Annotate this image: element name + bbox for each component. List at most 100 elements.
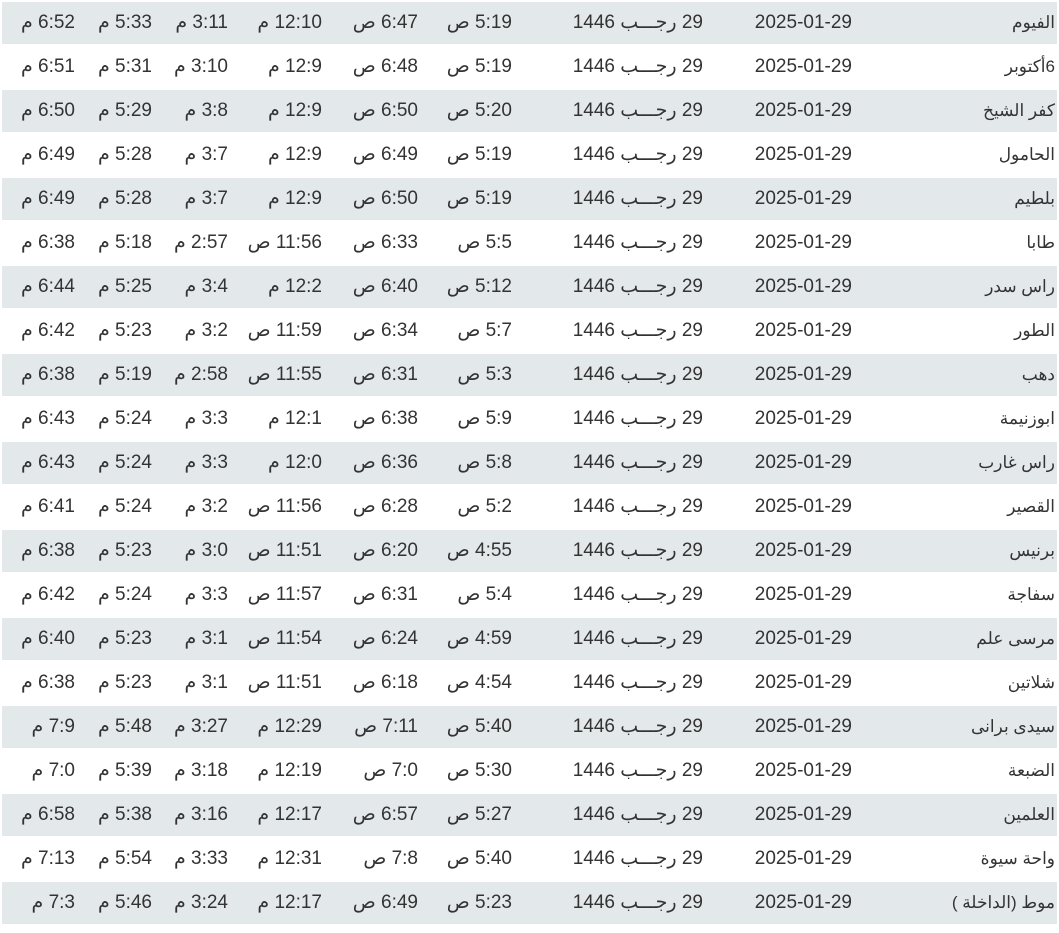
cell-hijri-date: 29 رجـــب 1446 [572,100,703,121]
cell-gregorian-date: 2025-01-29 [754,672,852,693]
cell-city: الفيوم [1012,13,1055,32]
cell-hijri-date: 29 رجـــب 1446 [572,188,703,209]
table-row: راس غارب 2025-01-29 29 رجـــب 1446 5:8 ص 6:3… [2,442,1057,484]
cell-dhuhr: 11:55 ص [247,364,322,385]
cell-asr: 3:27 م [173,716,228,737]
cell-maghrib: 5:23 م [97,540,152,561]
cell-hijri-date: 29 رجـــب 1446 [572,716,703,737]
table-row: مرسى علم 2025-01-29 29 رجـــب 1446 4:59 ص 6:… [2,618,1057,660]
cell-hijri-date: 29 رجـــب 1446 [572,364,703,385]
cell-fajr: 5:19 ص [446,144,512,165]
cell-fajr: 5:12 ص [446,276,512,297]
cell-dhuhr: 12:29 م [257,716,322,737]
cell-fajr: 5:9 ص [457,408,512,429]
cell-asr: 2:58 م [173,364,228,385]
cell-city: راس غارب [978,453,1055,472]
table-row: الطور 2025-01-29 29 رجـــب 1446 5:7 ص 6:34 ص… [2,310,1057,352]
cell-maghrib: 5:19 م [97,364,152,385]
cell-dhuhr: 12:17 م [257,804,322,825]
cell-isha: 6:52 م [20,12,75,33]
cell-city: الضبعة [1007,761,1055,780]
cell-isha: 6:43 م [20,452,75,473]
table-row: الفيوم 2025-01-29 29 رجـــب 1446 5:19 ص 6:47… [2,2,1057,44]
cell-city: ابوزنيمة [999,409,1055,428]
cell-asr: 3:24 م [173,892,228,913]
cell-gregorian-date: 2025-01-29 [754,188,852,209]
cell-gregorian-date: 2025-01-29 [754,320,852,341]
cell-maghrib: 5:39 م [97,760,152,781]
cell-gregorian-date: 2025-01-29 [754,100,852,121]
cell-dhuhr: 12:9 م [267,100,322,121]
cell-asr: 3:10 م [173,56,228,77]
cell-asr: 3:4 م [184,276,228,297]
table-row: راس سدر 2025-01-29 29 رجـــب 1446 5:12 ص 6:4… [2,266,1057,308]
cell-sunrise: 6:48 ص [352,56,418,77]
cell-dhuhr: 12:10 م [257,12,322,33]
cell-asr: 3:3 م [184,584,228,605]
cell-asr: 3:11 م [175,12,228,33]
cell-city: سفاجة [1007,585,1055,604]
cell-hijri-date: 29 رجـــب 1446 [572,848,703,869]
cell-hijri-date: 29 رجـــب 1446 [572,276,703,297]
cell-dhuhr: 12:1 م [267,408,322,429]
cell-hijri-date: 29 رجـــب 1446 [572,56,703,77]
cell-isha: 6:44 م [20,276,75,297]
table-row: الضبعة 2025-01-29 29 رجـــب 1446 5:30 ص 7:0 … [2,750,1057,792]
cell-fajr: 5:5 ص [457,232,512,253]
cell-city: شلاتين [1007,673,1055,692]
cell-city: القصير [1007,497,1055,516]
cell-dhuhr: 11:56 ص [247,232,322,253]
cell-dhuhr: 11:51 ص [247,672,322,693]
cell-sunrise: 6:38 ص [352,408,418,429]
cell-fajr: 4:55 ص [446,540,512,561]
cell-isha: 6:42 م [20,584,75,605]
cell-fajr: 4:59 ص [446,628,512,649]
cell-maghrib: 5:29 م [97,100,152,121]
cell-fajr: 5:23 ص [446,892,512,913]
table-row: موط (الداخلة ) 2025-01-29 29 رجـــب 1446 5:… [2,882,1057,924]
cell-city: 6أكتوبر [1004,57,1055,76]
cell-sunrise: 7:8 ص [363,848,418,869]
cell-gregorian-date: 2025-01-29 [754,232,852,253]
cell-asr: 3:8 م [184,100,228,121]
cell-hijri-date: 29 رجـــب 1446 [572,452,703,473]
cell-sunrise: 6:28 ص [352,496,418,517]
cell-maghrib: 5:28 م [97,188,152,209]
cell-sunrise: 6:31 ص [352,584,418,605]
cell-asr: 3:18 م [173,760,228,781]
cell-sunrise: 6:36 ص [352,452,418,473]
cell-sunrise: 6:24 ص [352,628,418,649]
cell-sunrise: 6:50 ص [352,100,418,121]
cell-isha: 7:9 م [31,716,75,737]
table-row: شلاتين 2025-01-29 29 رجـــب 1446 4:54 ص 6:18… [2,662,1057,704]
cell-gregorian-date: 2025-01-29 [754,144,852,165]
cell-dhuhr: 12:9 م [267,56,322,77]
cell-gregorian-date: 2025-01-29 [754,408,852,429]
cell-hijri-date: 29 رجـــب 1446 [572,320,703,341]
table-row: دهب 2025-01-29 29 رجـــب 1446 5:3 ص 6:31 ص 11… [2,354,1057,396]
cell-fajr: 5:4 ص [457,584,512,605]
cell-city: موط (الداخلة ) [951,893,1055,912]
cell-gregorian-date: 2025-01-29 [754,584,852,605]
cell-fajr: 5:3 ص [457,364,512,385]
cell-isha: 7:0 م [31,760,75,781]
cell-isha: 6:41 م [20,496,75,517]
cell-dhuhr: 12:31 م [257,848,322,869]
cell-maghrib: 5:24 م [97,584,152,605]
cell-maghrib: 5:54 م [97,848,152,869]
cell-city: كفر الشيخ [983,101,1055,120]
table-row: القصير 2025-01-29 29 رجـــب 1446 5:2 ص 6:28 … [2,486,1057,528]
cell-city: راس سدر [985,277,1055,296]
cell-maghrib: 5:46 م [97,892,152,913]
cell-gregorian-date: 2025-01-29 [754,628,852,649]
cell-maghrib: 5:23 م [97,628,152,649]
cell-city: دهب [1021,365,1055,384]
cell-hijri-date: 29 رجـــب 1446 [572,628,703,649]
cell-sunrise: 6:57 ص [352,804,418,825]
cell-hijri-date: 29 رجـــب 1446 [572,496,703,517]
cell-city: واحة سيوة [980,849,1055,868]
cell-fajr: 5:8 ص [457,452,512,473]
cell-fajr: 5:19 ص [446,56,512,77]
cell-sunrise: 7:11 ص [354,716,418,737]
cell-asr: 3:0 م [184,540,228,561]
